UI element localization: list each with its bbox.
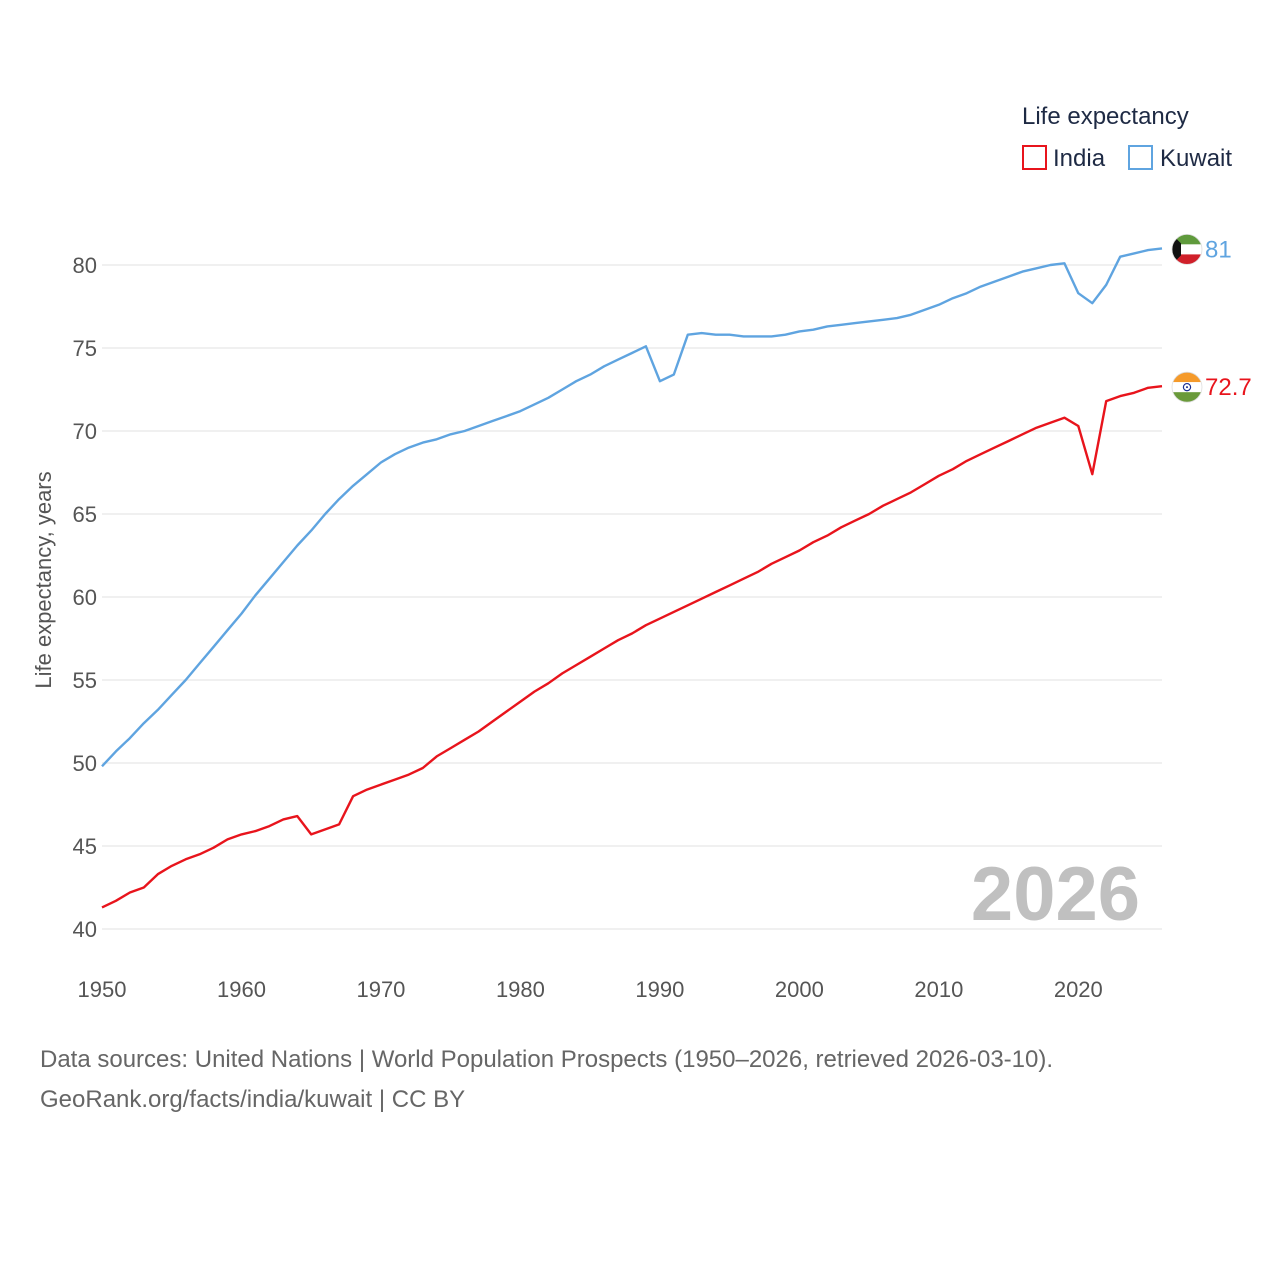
y-tick-label-60: 60 (73, 585, 97, 610)
current-year-watermark: 2026 (971, 852, 1140, 937)
y-tick-label-55: 55 (73, 668, 97, 693)
end-value-label-kuwait: 81 (1205, 236, 1232, 263)
x-tick-label-1970: 1970 (356, 977, 405, 1002)
legend: Life expectancy India Kuwait (1022, 103, 1232, 172)
x-tick-label-1950: 1950 (78, 977, 127, 1002)
chart-footer: Data sources: United Nations | World Pop… (40, 1040, 1240, 1120)
source-link[interactable]: GeoRank.org/facts/india/kuwait | CC BY (40, 1086, 466, 1113)
end-value-label-india: 72.7 (1205, 374, 1252, 401)
y-tick-label-45: 45 (73, 834, 97, 859)
india-flag-icon (1171, 371, 1203, 403)
y-tick-label-75: 75 (73, 336, 97, 361)
y-tick-label-80: 80 (73, 253, 97, 278)
legend-swatch-kuwait (1128, 145, 1153, 170)
legend-label-india: India (1053, 145, 1106, 172)
kuwait-flag-icon (1171, 233, 1203, 265)
x-tick-label-2010: 2010 (914, 977, 963, 1002)
y-tick-label-65: 65 (73, 502, 97, 527)
legend-swatch-india (1022, 145, 1047, 170)
life-expectancy-chart: 40 45 50 55 60 65 70 75 80 1950 1960 1970 1980 1990 2… (31, 103, 1252, 1002)
series-line-india[interactable] (101, 385, 1163, 909)
x-tick-label-1980: 1980 (496, 977, 545, 1002)
series-lines (101, 247, 1163, 909)
x-tick-label-1960: 1960 (217, 977, 266, 1002)
series-line-kuwait[interactable] (101, 247, 1163, 768)
x-tick-label-2020: 2020 (1054, 977, 1103, 1002)
grid-lines (102, 264, 1162, 930)
x-tick-label-1990: 1990 (635, 977, 684, 1002)
y-axis-ticks: 40 45 50 55 60 65 70 75 80 (73, 253, 97, 942)
x-tick-label-2000: 2000 (775, 977, 824, 1002)
legend-item-kuwait[interactable]: Kuwait (1128, 145, 1232, 172)
y-tick-label-70: 70 (73, 419, 97, 444)
series-end-markers: 72.7 81 (1171, 233, 1252, 403)
y-tick-label-40: 40 (73, 917, 97, 942)
y-axis-label: Life expectancy, years (31, 471, 56, 688)
legend-label-kuwait: Kuwait (1160, 145, 1232, 172)
y-tick-label-50: 50 (73, 751, 97, 776)
data-sources-note: Data sources: United Nations | World Pop… (40, 1046, 1054, 1073)
legend-title: Life expectancy (1022, 103, 1189, 130)
x-axis-ticks: 1950 1960 1970 1980 1990 2000 2010 2020 (78, 977, 1103, 1002)
legend-item-india[interactable]: India (1022, 145, 1106, 172)
